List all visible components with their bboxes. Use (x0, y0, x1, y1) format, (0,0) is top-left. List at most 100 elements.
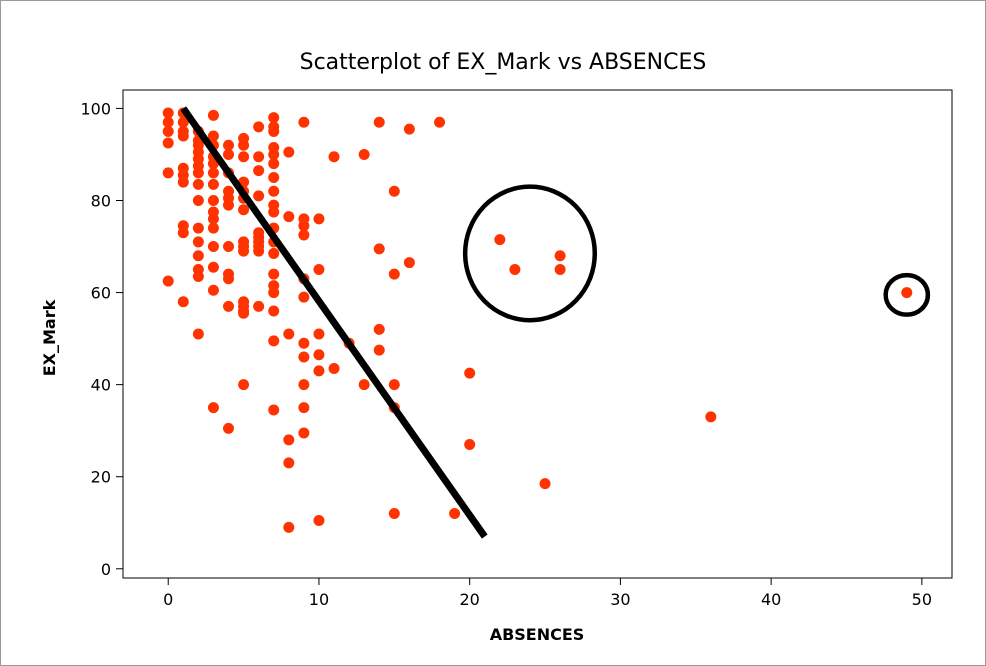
data-point (223, 273, 235, 285)
data-point (313, 349, 325, 361)
data-point (207, 178, 219, 190)
y-tick-label: 0 (101, 560, 111, 579)
data-point (388, 508, 400, 520)
data-point (177, 116, 189, 128)
data-point (283, 211, 295, 223)
data-point (313, 264, 325, 276)
data-point (207, 194, 219, 206)
highlight-circle (462, 184, 598, 323)
data-point (207, 213, 219, 225)
x-axis: 0 10 20 30 40 50 (163, 578, 932, 609)
data-point (238, 307, 250, 319)
data-point (268, 125, 280, 137)
data-point (298, 379, 310, 391)
data-point (162, 137, 174, 149)
data-point (268, 185, 280, 197)
data-point (554, 250, 566, 262)
data-point (403, 257, 415, 269)
data-point (192, 178, 204, 190)
data-point (283, 521, 295, 533)
data-point (268, 404, 280, 416)
data-point (238, 139, 250, 151)
data-point (238, 379, 250, 391)
data-point (192, 194, 204, 206)
x-tick-label: 50 (912, 590, 932, 609)
data-point (177, 227, 189, 239)
data-point (192, 236, 204, 248)
data-point (373, 243, 385, 255)
data-point (162, 167, 174, 179)
y-axis-label: EX_Mark (40, 299, 59, 376)
data-point (162, 116, 174, 128)
data-point (388, 268, 400, 280)
data-point (207, 130, 219, 142)
data-point (283, 457, 295, 469)
data-point (207, 241, 219, 253)
trend-line (180, 106, 488, 539)
data-point (223, 422, 235, 434)
data-point (283, 146, 295, 158)
data-point (705, 411, 717, 423)
data-point (298, 427, 310, 439)
data-point (358, 148, 370, 160)
data-point (298, 351, 310, 363)
data-point (192, 250, 204, 262)
data-point (162, 275, 174, 287)
data-point (464, 438, 476, 450)
data-point (268, 158, 280, 170)
data-point (268, 335, 280, 347)
data-point (223, 148, 235, 160)
data-point (223, 199, 235, 211)
data-point (434, 116, 446, 128)
data-point (253, 190, 265, 202)
chart-title: Scatterplot of EX_Mark vs ABSENCES (300, 50, 707, 75)
data-point (162, 107, 174, 119)
data-point (253, 300, 265, 312)
data-point (464, 367, 476, 379)
y-tick-label: 40 (91, 376, 111, 395)
data-point (162, 125, 174, 137)
data-point (373, 323, 385, 335)
data-point (268, 171, 280, 183)
data-point (207, 261, 219, 273)
plot-area (122, 89, 953, 579)
y-tick-label: 100 (80, 99, 111, 118)
data-point (177, 296, 189, 308)
data-point (268, 268, 280, 280)
data-point (238, 204, 250, 216)
data-point (554, 264, 566, 276)
data-point (283, 434, 295, 446)
data-point (388, 379, 400, 391)
data-point (298, 291, 310, 303)
data-point (539, 478, 551, 490)
data-point (207, 167, 219, 179)
data-point (268, 148, 280, 160)
y-tick-label: 60 (91, 284, 111, 303)
data-point (207, 284, 219, 296)
data-point (373, 116, 385, 128)
data-point (313, 514, 325, 526)
data-point (298, 402, 310, 414)
data-point (313, 213, 325, 225)
data-point (192, 167, 204, 179)
data-point (177, 130, 189, 142)
data-point (268, 206, 280, 218)
data-point (298, 116, 310, 128)
data-point (509, 264, 521, 276)
data-point (268, 305, 280, 317)
x-tick-label: 10 (309, 590, 329, 609)
data-point (207, 402, 219, 414)
data-point (253, 151, 265, 163)
data-point (223, 300, 235, 312)
data-point (192, 270, 204, 282)
data-point (388, 185, 400, 197)
data-point (449, 508, 461, 520)
data-point (238, 151, 250, 163)
annotations (180, 106, 931, 539)
data-point (223, 139, 235, 151)
data-point (313, 328, 325, 340)
data-point (328, 363, 340, 375)
data-point (207, 109, 219, 121)
data-point (268, 247, 280, 259)
data-point (298, 337, 310, 349)
